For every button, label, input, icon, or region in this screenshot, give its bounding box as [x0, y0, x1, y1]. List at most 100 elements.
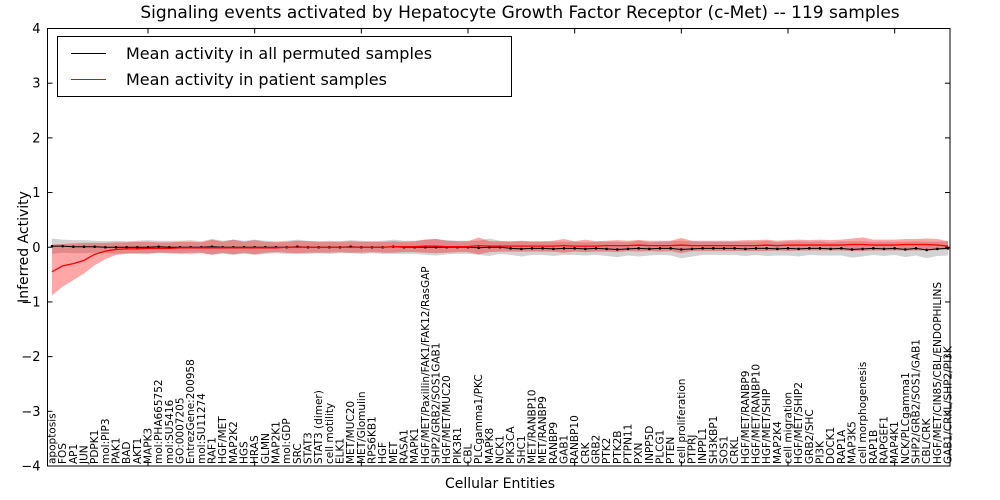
svg-text:PI3K: PI3K — [815, 440, 827, 464]
svg-text:MET/RANBP9: MET/RANBP9 — [537, 396, 549, 464]
svg-text:apoptosis: apoptosis — [47, 413, 59, 464]
svg-text:CRKL: CRKL — [729, 436, 741, 464]
svg-text:SHP2/GRB2/SOS1GAB1: SHP2/GRB2/SOS1GAB1 — [431, 343, 443, 464]
svg-text:SHP2/GRB2/SOS1/GAB1: SHP2/GRB2/SOS1/GAB1 — [911, 339, 923, 464]
legend-item-patient: Mean activity in patient samples — [58, 70, 511, 89]
svg-text:PIK3R1: PIK3R1 — [452, 427, 464, 464]
svg-text:HGF/MET/SHIP2: HGF/MET/SHIP2 — [793, 382, 805, 464]
svg-text:mol:SU11274: mol:SU11274 — [196, 393, 208, 464]
svg-text:PDPK1: PDPK1 — [89, 430, 101, 464]
svg-text:BAD: BAD — [121, 442, 133, 464]
svg-text:HGF/MET/MUC20: HGF/MET/MUC20 — [441, 375, 453, 464]
svg-text:cell morphogenesis: cell morphogenesis — [857, 362, 869, 464]
legend-label-permuted: Mean activity in all permuted samples — [126, 44, 433, 63]
svg-text:PAK1: PAK1 — [111, 438, 123, 464]
svg-text:RPS6KB1: RPS6KB1 — [367, 416, 379, 464]
svg-text:cell migration: cell migration — [783, 392, 795, 464]
svg-text:HGF/MET/CIN85/CBL/ENDOPHILINS: HGF/MET/CIN85/CBL/ENDOPHILINS — [932, 282, 944, 464]
svg-text:INPP5D: INPP5D — [644, 426, 656, 464]
svg-text:mol:PHA665752: mol:PHA665752 — [153, 379, 165, 464]
svg-text:RAP1A: RAP1A — [836, 429, 848, 464]
svg-text:SRC: SRC — [292, 443, 304, 464]
svg-text:HGF/MET: HGF/MET — [217, 416, 229, 464]
svg-text:1: 1 — [32, 186, 40, 201]
svg-text:PXN: PXN — [633, 443, 645, 464]
svg-text:−2: −2 — [21, 350, 40, 365]
svg-text:HGF: HGF — [377, 442, 389, 464]
svg-text:NCK1: NCK1 — [495, 435, 507, 464]
svg-text:PLCG1: PLCG1 — [655, 430, 667, 464]
svg-text:MET/MUC20: MET/MUC20 — [345, 401, 357, 464]
svg-text:NCK/PLCgamma1: NCK/PLCgamma1 — [900, 372, 912, 464]
svg-text:CRK: CRK — [580, 441, 592, 464]
category-labels: apoptosisFOSAP1JUNPDPK1mol:PIP3PAK1BADAK… — [47, 266, 955, 465]
svg-text:MAPK8: MAPK8 — [484, 428, 496, 464]
svg-text:−3: −3 — [21, 405, 40, 420]
svg-text:PTEN: PTEN — [665, 437, 677, 464]
svg-text:−4: −4 — [21, 460, 40, 475]
svg-text:MAP2K1: MAP2K1 — [271, 421, 283, 464]
svg-text:HGF/MET/SHIP: HGF/MET/SHIP — [761, 389, 773, 464]
svg-text:AP1: AP1 — [68, 444, 80, 464]
svg-text:HGF/MET/RANBP10: HGF/MET/RANBP10 — [751, 364, 763, 464]
legend-label-patient: Mean activity in patient samples — [126, 70, 387, 89]
svg-text:FOS: FOS — [57, 443, 69, 464]
svg-text:PTK2B: PTK2B — [612, 430, 624, 464]
svg-text:MAPK3: MAPK3 — [143, 428, 155, 464]
y-axis-label: Inferred Activity — [16, 191, 32, 303]
svg-text:AKT1: AKT1 — [132, 438, 144, 464]
svg-text:MAP2K4: MAP2K4 — [772, 421, 784, 464]
svg-text:MET: MET — [388, 441, 400, 464]
svg-text:mol:GDP: mol:GDP — [281, 418, 293, 464]
svg-text:RAPGEF1: RAPGEF1 — [879, 416, 891, 464]
svg-text:RAP1B: RAP1B — [868, 430, 880, 464]
svg-text:mol:PIP3: mol:PIP3 — [100, 418, 112, 464]
svg-text:GAB1: GAB1 — [559, 435, 571, 464]
svg-text:PLCgamma1/PKC: PLCgamma1/PKC — [473, 374, 485, 464]
svg-text:CBL: CBL — [463, 443, 475, 464]
svg-text:MAP2K2: MAP2K2 — [228, 421, 240, 464]
patient-line — [51, 243, 949, 273]
svg-text:RANBP9: RANBP9 — [548, 422, 560, 464]
svg-text:RANBP10: RANBP10 — [569, 415, 581, 464]
svg-text:cell proliferation: cell proliferation — [676, 379, 688, 464]
svg-text:MET/Glomulin: MET/Glomulin — [356, 392, 368, 465]
svg-text:HGS: HGS — [239, 441, 251, 464]
y-axis-ticks: −4 −3 −2 −1 0 1 2 3 4 — [21, 22, 950, 475]
svg-text:PTK2: PTK2 — [601, 438, 613, 464]
svg-text:4: 4 — [32, 22, 40, 37]
svg-text:GAB1/CRKL/SHP2/PI3K: GAB1/CRKL/SHP2/PI3K — [943, 345, 955, 464]
svg-text:MAPK1: MAPK1 — [409, 428, 421, 464]
svg-text:ELK1: ELK1 — [335, 438, 347, 464]
svg-text:GRB2/SHC: GRB2/SHC — [804, 409, 816, 464]
svg-text:DOCK1: DOCK1 — [825, 427, 837, 464]
svg-text:SHC1: SHC1 — [516, 435, 528, 464]
svg-text:RASA1: RASA1 — [399, 429, 411, 464]
svg-text:3: 3 — [32, 77, 40, 92]
svg-text:MAP3K5: MAP3K5 — [847, 421, 859, 464]
svg-text:JUN: JUN — [79, 445, 91, 465]
svg-text:HRAS: HRAS — [249, 435, 261, 464]
legend-item-permuted: Mean activity in all permuted samples — [58, 44, 511, 63]
svg-text:STAT3: STAT3 — [303, 432, 315, 464]
chart-title: Signaling events activated by Hepatocyte… — [140, 3, 900, 23]
x-axis-ticks — [147, 28, 896, 466]
svg-text:HGF/MET/Paxillin/FAK1/FAK12/Ra: HGF/MET/Paxillin/FAK1/FAK12/RasGAP — [420, 266, 432, 464]
x-axis-label: Cellular Entities — [444, 476, 556, 492]
svg-text:−1: −1 — [21, 295, 40, 310]
svg-text:MET/RANBP10: MET/RANBP10 — [527, 390, 539, 464]
permuted-line-swatch — [71, 53, 106, 54]
svg-text:HGF/MET/RANBP9: HGF/MET/RANBP9 — [740, 371, 752, 464]
svg-text:cell motility: cell motility — [324, 403, 336, 464]
svg-text:0: 0 — [32, 241, 40, 256]
patient-line-swatch — [71, 79, 106, 80]
svg-text:MAP4K1: MAP4K1 — [889, 421, 901, 464]
svg-text:EntrezGene:200958: EntrezGene:200958 — [185, 359, 197, 464]
svg-text:RAF1: RAF1 — [207, 437, 219, 464]
svg-text:GRB2: GRB2 — [591, 435, 603, 464]
svg-text:PIK3CA: PIK3CA — [505, 426, 517, 464]
svg-text:SH3KBP1: SH3KBP1 — [708, 416, 720, 464]
svg-text:PTPRJ: PTPRJ — [687, 435, 699, 464]
